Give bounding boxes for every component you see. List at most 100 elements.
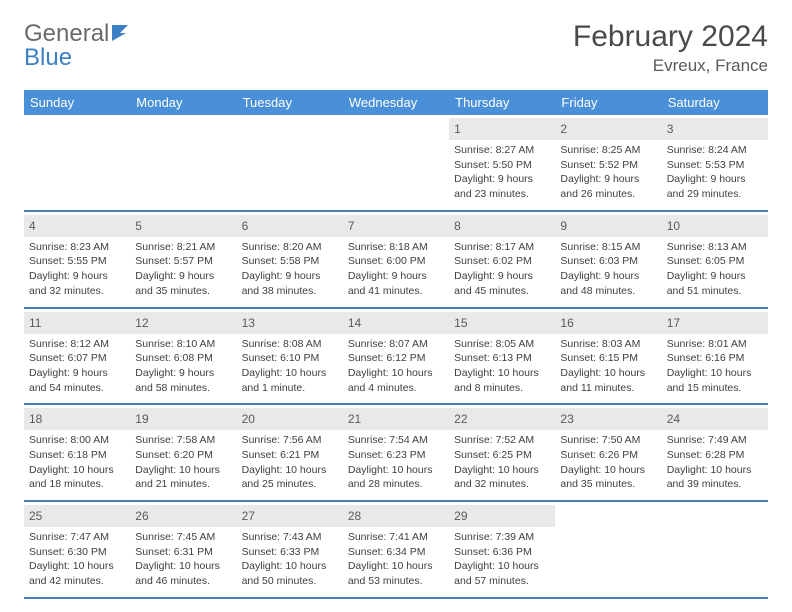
day-daylight1: Daylight: 10 hours [348,366,444,381]
day-sunrise: Sunrise: 8:15 AM [560,240,656,255]
day-details: Sunrise: 8:17 AMSunset: 6:02 PMDaylight:… [454,240,550,299]
day-sunset: Sunset: 6:18 PM [29,448,125,463]
day-cell: 12Sunrise: 8:10 AMSunset: 6:08 PMDayligh… [130,309,236,404]
day-daylight1: Daylight: 9 hours [242,269,338,284]
month-title: February 2024 [573,20,768,54]
daynum-row: 24 [662,408,768,430]
day-cell: 27Sunrise: 7:43 AMSunset: 6:33 PMDayligh… [237,502,343,597]
day-sunrise: Sunrise: 7:43 AM [242,530,338,545]
day-daylight1: Daylight: 10 hours [348,463,444,478]
day-details: Sunrise: 8:00 AMSunset: 6:18 PMDaylight:… [29,433,125,492]
day-daylight1: Daylight: 10 hours [29,463,125,478]
day-details: Sunrise: 8:05 AMSunset: 6:13 PMDaylight:… [454,337,550,396]
day-cell: 7Sunrise: 8:18 AMSunset: 6:00 PMDaylight… [343,212,449,307]
day-daylight2: and 32 minutes. [29,284,125,299]
day-sunset: Sunset: 6:26 PM [560,448,656,463]
day-daylight1: Daylight: 10 hours [454,463,550,478]
weeks-container: 1Sunrise: 8:27 AMSunset: 5:50 PMDaylight… [24,115,768,599]
day-daylight2: and 48 minutes. [560,284,656,299]
day-details: Sunrise: 7:39 AMSunset: 6:36 PMDaylight:… [454,530,550,589]
day-daylight1: Daylight: 10 hours [242,559,338,574]
day-sunrise: Sunrise: 7:47 AM [29,530,125,545]
day-cell: 9Sunrise: 8:15 AMSunset: 6:03 PMDaylight… [555,212,661,307]
day-number: 4 [29,219,36,233]
week-row: 4Sunrise: 8:23 AMSunset: 5:55 PMDaylight… [24,212,768,309]
day-cell: 6Sunrise: 8:20 AMSunset: 5:58 PMDaylight… [237,212,343,307]
day-sunrise: Sunrise: 8:01 AM [667,337,763,352]
logo-blue-row: Blue [24,44,72,72]
day-sunset: Sunset: 5:52 PM [560,158,656,173]
day-sunset: Sunset: 6:03 PM [560,254,656,269]
daynum-row: 9 [555,215,661,237]
day-sunrise: Sunrise: 8:03 AM [560,337,656,352]
day-cell-empty [555,502,661,597]
day-cell: 22Sunrise: 7:52 AMSunset: 6:25 PMDayligh… [449,405,555,500]
day-daylight2: and 38 minutes. [242,284,338,299]
day-sunset: Sunset: 6:08 PM [135,351,231,366]
day-daylight2: and 4 minutes. [348,381,444,396]
day-cell: 25Sunrise: 7:47 AMSunset: 6:30 PMDayligh… [24,502,130,597]
day-number: 3 [667,122,674,136]
day-details: Sunrise: 8:10 AMSunset: 6:08 PMDaylight:… [135,337,231,396]
day-sunset: Sunset: 6:25 PM [454,448,550,463]
day-number: 17 [667,316,680,330]
day-sunset: Sunset: 6:15 PM [560,351,656,366]
daynum-row: 4 [24,215,130,237]
day-daylight2: and 58 minutes. [135,381,231,396]
day-sunrise: Sunrise: 8:12 AM [29,337,125,352]
day-cell: 8 Sunrise: 8:17 AMSunset: 6:02 PMDaylight… [449,212,555,307]
day-details: Sunrise: 8:21 AMSunset: 5:57 PMDaylight:… [135,240,231,299]
day-details: Sunrise: 7:47 AMSunset: 6:30 PMDaylight:… [29,530,125,589]
day-daylight1: Daylight: 9 hours [29,269,125,284]
day-sunrise: Sunrise: 7:50 AM [560,433,656,448]
day-number: 1 [454,122,461,136]
day-sunrise: Sunrise: 8:00 AM [29,433,125,448]
day-daylight2: and 45 minutes. [454,284,550,299]
daynum-row: 20 [237,408,343,430]
weekday-header-row: Sunday Monday Tuesday Wednesday Thursday… [24,90,768,115]
day-details: Sunrise: 7:56 AMSunset: 6:21 PMDaylight:… [242,433,338,492]
daynum-row: 15 [449,312,555,334]
day-sunrise: Sunrise: 8:17 AM [454,240,550,255]
day-sunrise: Sunrise: 7:58 AM [135,433,231,448]
day-daylight2: and 51 minutes. [667,284,763,299]
daynum-row: 6 [237,215,343,237]
day-daylight1: Daylight: 9 hours [135,366,231,381]
day-number: 29 [454,509,467,523]
daynum-row: 8 [449,215,555,237]
day-daylight2: and 32 minutes. [454,477,550,492]
day-number: 20 [242,412,255,426]
day-number: 10 [667,219,680,233]
day-cell: 1Sunrise: 8:27 AMSunset: 5:50 PMDaylight… [449,115,555,210]
day-sunrise: Sunrise: 7:45 AM [135,530,231,545]
week-row: 11Sunrise: 8:12 AMSunset: 6:07 PMDayligh… [24,309,768,406]
day-sunset: Sunset: 6:30 PM [29,545,125,560]
daynum-row: 13 [237,312,343,334]
day-sunrise: Sunrise: 7:54 AM [348,433,444,448]
day-cell: 4Sunrise: 8:23 AMSunset: 5:55 PMDaylight… [24,212,130,307]
daynum-row: 11 [24,312,130,334]
day-daylight1: Daylight: 10 hours [242,366,338,381]
day-sunrise: Sunrise: 8:25 AM [560,143,656,158]
day-sunset: Sunset: 6:36 PM [454,545,550,560]
day-number: 16 [560,316,573,330]
day-sunset: Sunset: 6:20 PM [135,448,231,463]
day-sunset: Sunset: 5:55 PM [29,254,125,269]
day-number: 2 [560,122,567,136]
day-daylight2: and 35 minutes. [135,284,231,299]
day-number: 6 [242,219,249,233]
day-number: 7 [348,219,355,233]
logo-flag-icon [112,20,134,48]
weekday-monday: Monday [130,90,236,115]
day-daylight2: and 23 minutes. [454,187,550,202]
day-daylight2: and 41 minutes. [348,284,444,299]
day-sunset: Sunset: 6:05 PM [667,254,763,269]
day-sunrise: Sunrise: 8:20 AM [242,240,338,255]
day-daylight1: Daylight: 9 hours [454,269,550,284]
logo-text-blue: Blue [24,44,72,71]
week-row: 1Sunrise: 8:27 AMSunset: 5:50 PMDaylight… [24,115,768,212]
day-daylight2: and 1 minute. [242,381,338,396]
weekday-tuesday: Tuesday [237,90,343,115]
day-daylight1: Daylight: 10 hours [560,463,656,478]
day-daylight2: and 15 minutes. [667,381,763,396]
